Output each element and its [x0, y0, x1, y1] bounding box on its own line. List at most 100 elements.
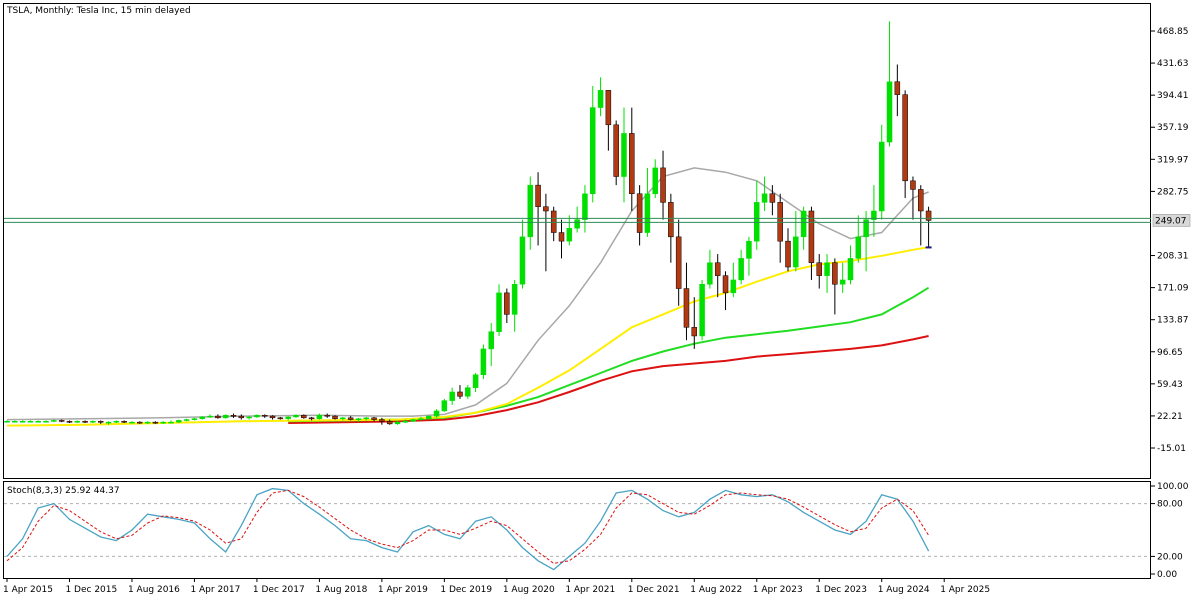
- candle-body: [683, 288, 690, 328]
- candle: [746, 236, 752, 276]
- candle-body: [90, 421, 96, 423]
- candle-body: [66, 421, 73, 423]
- candle-body: [199, 416, 205, 419]
- x-tick-label: 1 Aug 2018: [315, 585, 367, 595]
- candle: [183, 418, 190, 422]
- candle-body: [191, 418, 198, 420]
- candle: [386, 419, 393, 425]
- candle-body: [183, 419, 190, 421]
- candle-body: [808, 210, 815, 263]
- candle: [316, 413, 323, 420]
- candle: [832, 258, 838, 315]
- price-tick-label: 468.85: [1157, 27, 1189, 37]
- candle: [902, 90, 908, 199]
- x-tick-label: 1 Dec 2023: [815, 585, 867, 595]
- candle-body: [644, 193, 651, 233]
- price-tick-label: -15.01: [1157, 444, 1186, 454]
- candle: [449, 387, 455, 405]
- candle: [269, 415, 276, 420]
- candle: [730, 262, 737, 298]
- candle: [519, 219, 526, 289]
- x-tick-label: 1 Apr 2023: [753, 585, 803, 595]
- candle-body: [441, 400, 448, 412]
- candle-body: [4, 421, 10, 423]
- candle: [605, 90, 612, 151]
- candle-body: [254, 414, 260, 418]
- candle: [722, 271, 729, 311]
- candle-body: [886, 81, 893, 143]
- candle-body: [871, 210, 877, 220]
- candle-body: [449, 391, 455, 401]
- candle-body: [261, 414, 268, 417]
- stoch-lines: [6, 487, 930, 571]
- candle-body: [754, 202, 760, 242]
- candle-body: [480, 348, 487, 375]
- candle: [355, 417, 362, 423]
- candle: [457, 385, 463, 399]
- candle: [465, 385, 471, 399]
- price-tick-label: 59.43: [1157, 380, 1183, 390]
- candle-body: [535, 184, 541, 207]
- candle-body: [566, 227, 573, 242]
- candle: [371, 416, 377, 422]
- candle: [105, 421, 112, 425]
- candle: [43, 420, 49, 423]
- candle: [668, 193, 674, 263]
- candle: [839, 262, 846, 293]
- candle: [800, 206, 807, 250]
- candle: [254, 414, 260, 418]
- candle-body: [714, 262, 721, 276]
- x-tick-label: 1 Dec 2019: [440, 585, 492, 595]
- candle: [925, 206, 932, 248]
- candle-body: [550, 210, 557, 233]
- candle: [636, 185, 643, 246]
- candle: [301, 414, 307, 419]
- candle: [535, 172, 541, 246]
- candle-body: [652, 167, 658, 195]
- candle: [480, 344, 487, 380]
- candle-body: [519, 236, 526, 285]
- candle-body: [925, 210, 932, 221]
- candle-body: [511, 283, 518, 315]
- candle: [332, 415, 338, 420]
- candle-body: [590, 107, 596, 195]
- candle-body: [738, 258, 744, 281]
- candle: [621, 107, 627, 203]
- candle: [129, 421, 135, 424]
- candle-body: [769, 193, 776, 203]
- price-tick-label: 319.97: [1157, 155, 1189, 165]
- candle-body: [207, 415, 213, 418]
- candle-body: [176, 420, 182, 423]
- candle-body: [58, 420, 65, 422]
- candle: [324, 413, 330, 418]
- candle-body: [371, 417, 377, 420]
- candle-body: [347, 417, 354, 420]
- stoch-levels: [4, 503, 1150, 557]
- candle: [230, 413, 237, 418]
- current-price-label: 249.07: [1155, 216, 1187, 226]
- candle-body: [121, 421, 127, 423]
- price-tick-label: 357.19: [1157, 123, 1189, 133]
- candle-body: [12, 421, 18, 423]
- candle: [886, 21, 893, 147]
- candle-body: [285, 416, 291, 419]
- candle-body: [43, 421, 49, 423]
- candle: [793, 210, 799, 272]
- price-tick-label: 394.41: [1157, 91, 1189, 101]
- candle-body: [855, 236, 862, 259]
- candle-body: [472, 374, 479, 388]
- candle: [215, 414, 221, 419]
- candle-body: [699, 283, 705, 337]
- candle-body: [824, 262, 830, 276]
- price-tick-label: 208.31: [1157, 252, 1189, 262]
- candle-body: [355, 418, 362, 420]
- candle-body: [847, 258, 854, 281]
- candle-body: [324, 414, 330, 417]
- price-tick-label: 22.21: [1157, 412, 1183, 422]
- candle: [714, 254, 721, 298]
- price-tick-label: 96.65: [1157, 348, 1183, 358]
- candle: [90, 420, 96, 423]
- candle-body: [51, 420, 57, 422]
- price-tick-label: 431.63: [1157, 59, 1189, 69]
- candle: [863, 210, 869, 272]
